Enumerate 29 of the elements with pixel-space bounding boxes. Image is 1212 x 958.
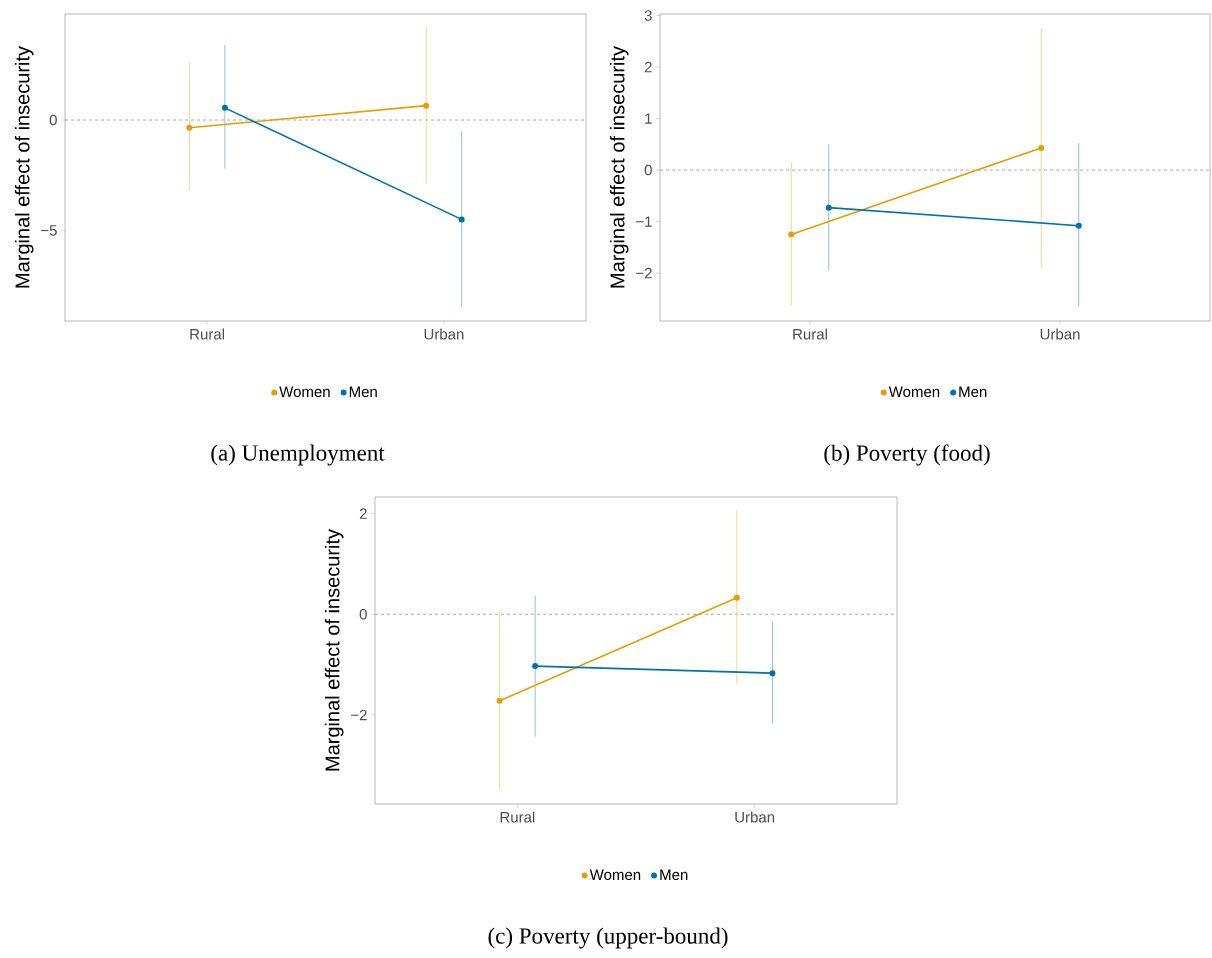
x-tick-label: Urban xyxy=(735,811,775,823)
y-tick-label: 0 xyxy=(644,164,652,176)
x-tick-label: Urban xyxy=(424,328,464,340)
text: (a) Unemployment xyxy=(211,444,385,466)
y-axis-title: Marginal effect of insecurity xyxy=(609,46,629,288)
y-tick-label: −1 xyxy=(636,216,652,227)
x-tick-label: Rural xyxy=(190,328,224,340)
y-tick-label: −5 xyxy=(41,225,57,236)
legend-label: Women xyxy=(279,386,330,398)
y-tick-label: −2 xyxy=(636,267,652,279)
y-axis-title: Marginal effect of insecurity xyxy=(324,529,344,771)
y-tick-label: 2 xyxy=(644,61,652,73)
text: (b) Poverty (food) xyxy=(824,444,990,466)
y-tick-label: 0 xyxy=(49,114,57,126)
x-tick-label: Rural xyxy=(500,811,535,823)
y-tick-label: 2 xyxy=(359,508,367,519)
y-tick-label: 1 xyxy=(645,113,652,124)
legend-label: Men xyxy=(959,386,987,398)
legend-label: Women xyxy=(888,386,940,398)
x-tick-label: Rural xyxy=(793,328,827,340)
legend-label: Men xyxy=(660,869,688,881)
legend-label: Men xyxy=(349,386,377,398)
y-axis-title: Marginal effect of insecurity xyxy=(14,46,34,288)
x-tick-label: Urban xyxy=(1040,328,1080,340)
y-tick-label: 0 xyxy=(359,608,367,620)
y-tick-label: 3 xyxy=(644,10,652,21)
y-tick-label: −2 xyxy=(351,709,367,721)
legend-label: Women xyxy=(589,869,641,881)
text: (c) Poverty (upper-bound) xyxy=(488,927,728,949)
